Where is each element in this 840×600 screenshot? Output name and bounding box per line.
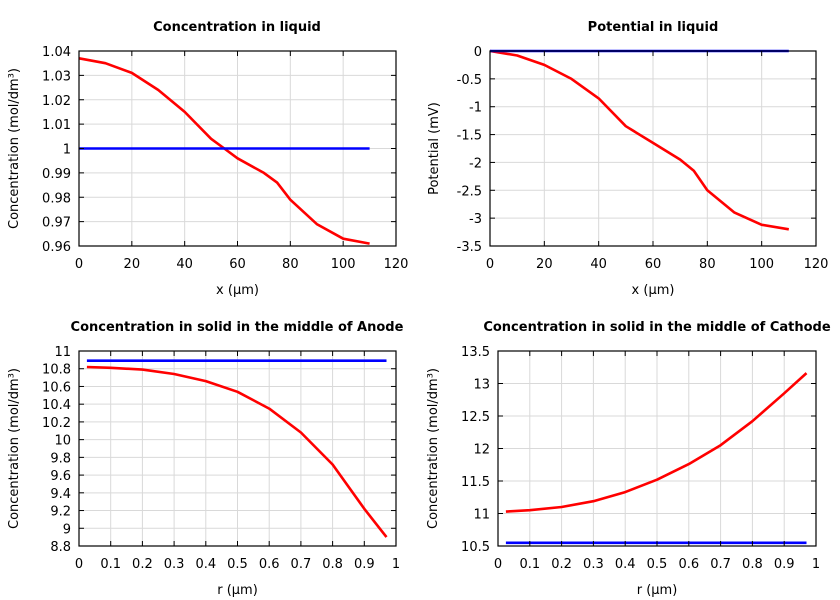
y-tick-label: -2 [469,156,482,171]
series-line-1 [489,49,790,231]
x-tick-label: 80 [282,257,299,272]
x-axis-label: r (µm) [217,583,258,598]
x-tick-label: 0.7 [291,557,312,572]
x-tick-label: 1 [392,557,400,572]
y-tick-label: 0.98 [42,191,71,206]
y-tick-label: 0.96 [42,240,71,255]
chart-title: Concentration in solid in the middle of … [71,320,404,335]
subplot-4: 0 0.1 0.2 0.3 0.4 0.5 0.6 0.7 0.8 0.9 1 10.5 11 11.5 1… [426,320,831,598]
y-tick-label: 10.6 [42,380,71,395]
x-tick-label: 20 [124,257,141,272]
x-tick-label: 0.6 [259,557,280,572]
series-line-1 [78,57,370,245]
x-tick-label: 0 [494,557,502,572]
x-axis-label: x (µm) [216,283,259,298]
subplot-1: 0 20 40 60 80 100 120 0.96 0.97 0.98 0.99 1 1.01 1.02… [7,20,408,298]
y-tick-label: 10 [54,434,71,449]
x-tick-label: 0 [486,257,494,272]
x-tick-label: 0.6 [678,557,699,572]
chart-title: Concentration in solid in the middle of … [483,320,831,335]
x-tick-label: 40 [176,257,193,272]
y-tick-label: 12 [473,443,490,458]
x-tick-label: 0 [75,557,83,572]
subplot-3: 0 0.1 0.2 0.3 0.4 0.5 0.6 0.7 0.8 0.9 1 8.8 9 9.2 9.4 9… [7,320,404,598]
x-tick-label: 0.5 [647,557,668,572]
x-tick-label: 0.9 [354,557,375,572]
y-tick-label: 11.5 [461,475,490,490]
y-tick-label: -0.5 [457,73,482,88]
y-tick-label: 11 [54,345,71,360]
y-axis-label: Potential (mV) [427,102,442,195]
y-axis-label: Concentration (mol/dm³) [7,368,22,529]
x-tick-label: 0.8 [742,557,763,572]
y-tick-label: 13 [473,378,490,393]
y-tick-label: -1 [469,101,482,116]
y-tick-label: 10.2 [42,416,71,431]
y-tick-label: 13.5 [461,345,490,360]
x-tick-label: 100 [331,257,356,272]
x-tick-label: 40 [590,257,607,272]
x-axis-label: r (µm) [637,583,678,598]
y-tick-label: -2.5 [457,184,482,199]
y-axis-label: Concentration (mol/dm³) [7,68,22,229]
y-tick-label: 1.01 [42,118,71,133]
y-tick-label: 0 [474,45,482,60]
x-tick-label: 120 [804,257,829,272]
y-tick-label: -3.5 [457,240,482,255]
y-tick-label: 10.4 [42,398,71,413]
x-tick-label: 0.4 [195,557,216,572]
y-tick-label: 8.8 [50,540,71,555]
y-tick-label: -3 [469,212,482,227]
x-tick-label: 1 [812,557,820,572]
y-tick-label: 9.2 [50,505,71,520]
x-tick-label: 0.2 [132,557,153,572]
y-tick-label: -1.5 [457,129,482,144]
x-tick-label: 0.1 [100,557,121,572]
x-tick-label: 0.2 [551,557,572,572]
x-tick-label: 60 [229,257,246,272]
y-tick-label: 10.8 [42,363,71,378]
series-line-1 [86,365,388,538]
y-tick-label: 9 [63,522,71,537]
x-axis-label: x (µm) [632,283,675,298]
y-tick-label: 11 [473,508,490,523]
x-tick-label: 0.4 [615,557,636,572]
y-axis-label: Concentration (mol/dm³) [426,368,441,529]
x-tick-label: 20 [536,257,553,272]
y-tick-label: 12.5 [461,410,490,425]
y-tick-label: 9.4 [50,487,71,502]
y-tick-label: 1 [63,143,71,158]
x-tick-label: 0.1 [519,557,540,572]
subplot-2: 0 20 40 60 80 100 120 -3.5 -3 -2.5 -2 -1.5 -1 -0.5 0 Po… [427,20,828,298]
x-tick-label: 0.5 [227,557,248,572]
y-tick-label: 9.8 [50,451,71,466]
y-tick-label: 0.99 [42,167,71,182]
x-tick-label: 60 [645,257,662,272]
y-tick-label: 9.6 [50,469,71,484]
y-tick-label: 0.97 [42,216,71,231]
x-tick-label: 0.3 [164,557,185,572]
x-tick-label: 0.3 [583,557,604,572]
chart-title: Concentration in liquid [153,20,321,35]
y-tick-label: 10.5 [461,540,490,555]
x-tick-label: 0.9 [774,557,795,572]
y-tick-label: 1.02 [42,94,71,109]
x-tick-label: 0 [75,257,83,272]
series-line-1 [505,372,808,513]
x-tick-label: 0.8 [322,557,343,572]
y-tick-label: 1.04 [42,45,71,60]
y-tick-label: 1.03 [42,69,71,84]
x-tick-label: 120 [384,257,409,272]
x-tick-label: 0.7 [710,557,731,572]
x-tick-label: 80 [699,257,716,272]
x-tick-label: 100 [749,257,774,272]
chart-title: Potential in liquid [588,20,719,35]
